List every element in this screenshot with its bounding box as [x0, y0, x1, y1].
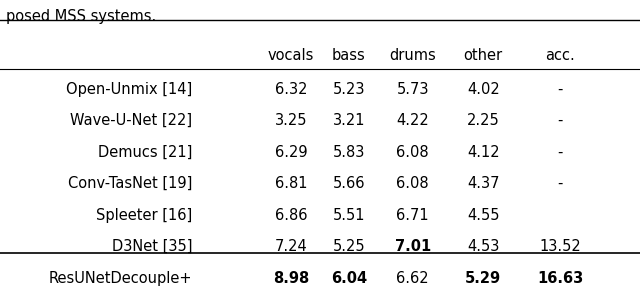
Text: 13.52: 13.52	[539, 239, 581, 254]
Text: 5.29: 5.29	[465, 271, 501, 286]
Text: 4.02: 4.02	[467, 81, 500, 97]
Text: 6.08: 6.08	[397, 176, 429, 191]
Text: 6.08: 6.08	[397, 145, 429, 160]
Text: 6.62: 6.62	[397, 271, 429, 286]
Text: Conv-TasNet [19]: Conv-TasNet [19]	[68, 176, 192, 191]
Text: 4.12: 4.12	[467, 145, 499, 160]
Text: 6.81: 6.81	[275, 176, 307, 191]
Text: 6.86: 6.86	[275, 208, 307, 223]
Text: 16.63: 16.63	[537, 271, 583, 286]
Text: 5.51: 5.51	[333, 208, 365, 223]
Text: acc.: acc.	[545, 48, 575, 63]
Text: 7.24: 7.24	[275, 239, 308, 254]
Text: other: other	[463, 48, 503, 63]
Text: 2.25: 2.25	[467, 113, 500, 128]
Text: Open-Unmix [14]: Open-Unmix [14]	[66, 81, 192, 97]
Text: D3Net [35]: D3Net [35]	[111, 239, 192, 254]
Text: posed MSS systems.: posed MSS systems.	[6, 9, 157, 24]
Text: Wave-U-Net [22]: Wave-U-Net [22]	[70, 113, 192, 128]
Text: 5.83: 5.83	[333, 145, 365, 160]
Text: 5.73: 5.73	[397, 81, 429, 97]
Text: 4.22: 4.22	[396, 113, 429, 128]
Text: drums: drums	[389, 48, 436, 63]
Text: 4.53: 4.53	[467, 239, 499, 254]
Text: 8.98: 8.98	[273, 271, 309, 286]
Text: 5.66: 5.66	[333, 176, 365, 191]
Text: 4.37: 4.37	[467, 176, 499, 191]
Text: 4.55: 4.55	[467, 208, 499, 223]
Text: bass: bass	[332, 48, 365, 63]
Text: -: -	[557, 145, 563, 160]
Text: Demucs [21]: Demucs [21]	[98, 145, 192, 160]
Text: 7.01: 7.01	[395, 239, 431, 254]
Text: 6.04: 6.04	[331, 271, 367, 286]
Text: 5.23: 5.23	[333, 81, 365, 97]
Text: 6.29: 6.29	[275, 145, 307, 160]
Text: ResUNetDecouple+: ResUNetDecouple+	[49, 271, 192, 286]
Text: -: -	[557, 81, 563, 97]
Text: 6.32: 6.32	[275, 81, 307, 97]
Text: Spleeter [16]: Spleeter [16]	[96, 208, 192, 223]
Text: -: -	[557, 176, 563, 191]
Text: 3.21: 3.21	[333, 113, 365, 128]
Text: -: -	[557, 113, 563, 128]
Text: 5.25: 5.25	[333, 239, 365, 254]
Text: vocals: vocals	[268, 48, 314, 63]
Text: 6.71: 6.71	[397, 208, 429, 223]
Text: 3.25: 3.25	[275, 113, 307, 128]
